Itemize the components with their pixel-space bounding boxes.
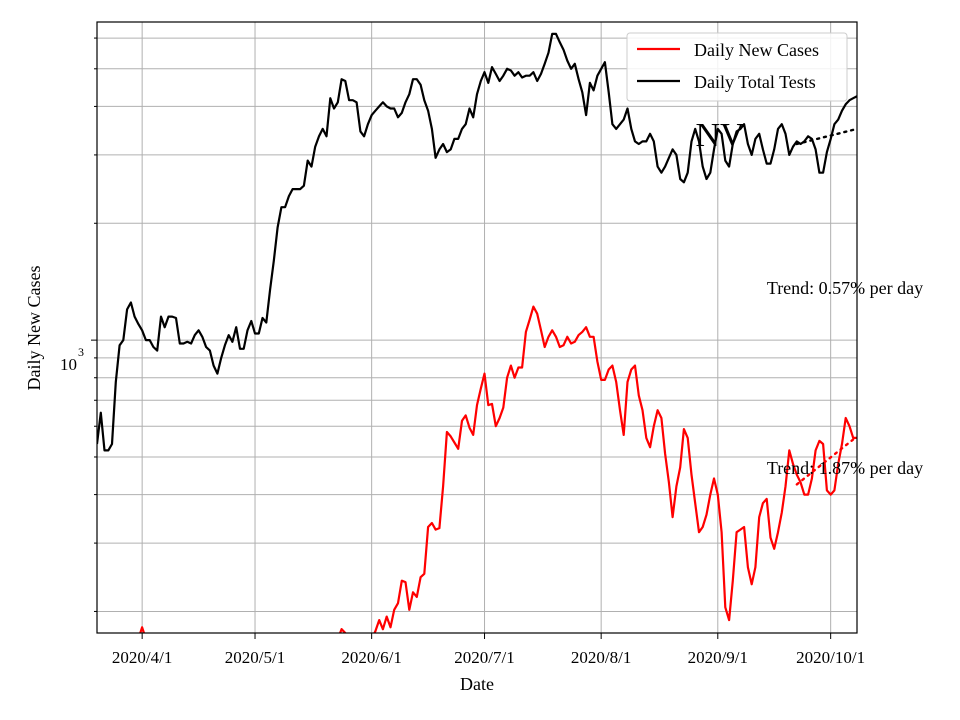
legend-label-tests: Daily Total Tests bbox=[694, 72, 816, 92]
trend-line-cases bbox=[795, 435, 857, 486]
x-tick-label: 2020/7/1 bbox=[454, 648, 514, 667]
y-tick-label-1000: 10 3 bbox=[60, 345, 84, 374]
legend: Daily New Cases Daily Total Tests bbox=[626, 32, 848, 102]
legend-box bbox=[626, 32, 848, 102]
x-tick-label: 2020/4/1 bbox=[112, 648, 172, 667]
series-line-daily-total-tests bbox=[97, 32, 857, 452]
y-tick-label-exponent: 3 bbox=[78, 345, 84, 359]
x-tick-label: 2020/8/1 bbox=[571, 648, 631, 667]
x-tick-label: 2020/9/1 bbox=[688, 648, 748, 667]
y-tick-label-base: 10 bbox=[60, 355, 77, 374]
state-label: NV bbox=[695, 117, 745, 154]
x-tick-label: 2020/5/1 bbox=[225, 648, 285, 667]
trend-label-tests: Trend: 0.57% per day bbox=[767, 278, 923, 298]
axis-ticks: 2020/4/1 2020/5/1 2020/6/1 2020/7/1 2020/8/1… bbox=[91, 37, 865, 667]
plot-frame bbox=[96, 21, 858, 634]
trend-line-tests bbox=[795, 127, 857, 146]
trend-label-cases: Trend: 1.87% per day bbox=[767, 458, 923, 478]
plot-lines bbox=[97, 32, 857, 633]
x-tick-label: 2020/6/1 bbox=[341, 648, 401, 667]
x-axis-label: Date bbox=[460, 674, 494, 694]
legend-label-cases: Daily New Cases bbox=[694, 40, 819, 60]
series-line-daily-new-cases bbox=[139, 305, 857, 633]
y-axis-label: Daily New Cases bbox=[24, 266, 44, 391]
x-tick-label: 2020/10/1 bbox=[796, 648, 865, 667]
grid bbox=[97, 22, 857, 633]
